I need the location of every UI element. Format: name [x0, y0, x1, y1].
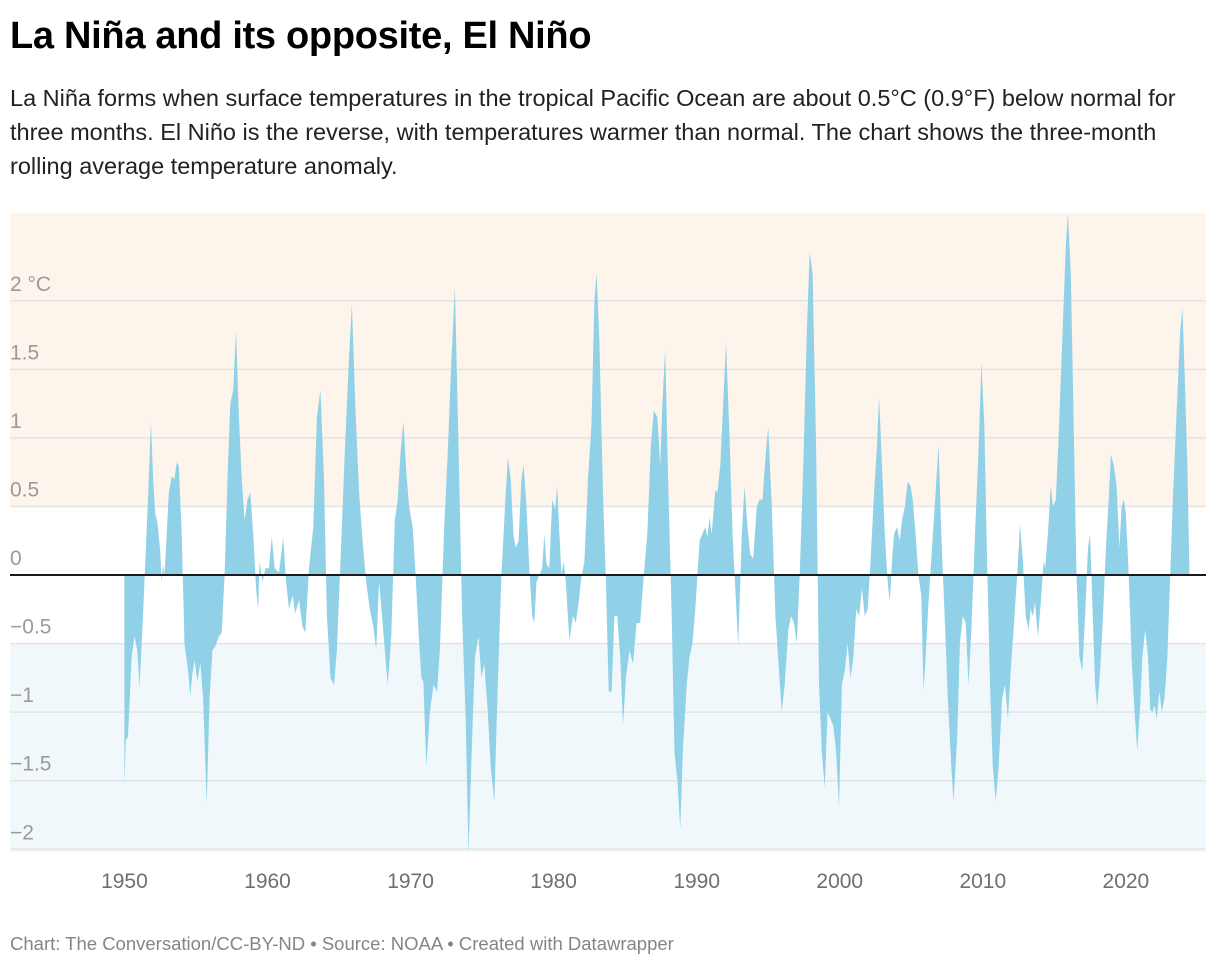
chart-subtitle: La Niña forms when surface temperatures …: [10, 85, 1176, 179]
chart-footer-credits: Chart: The Conversation/CC-BY-ND • Sourc…: [10, 933, 674, 954]
x-tick-label: 1980: [530, 870, 577, 893]
y-tick-label: −1: [10, 684, 34, 707]
x-tick-label: 1970: [387, 870, 434, 893]
gridlines: [10, 300, 1206, 851]
x-axis-ticks: 1950 1960 1970 1980 1990 2000 2010 2020: [101, 870, 1149, 893]
x-tick-label: 2020: [1103, 870, 1150, 893]
y-tick-label: −1.5: [10, 753, 51, 776]
chart: 2 °C 1.5 1 0.5 0 −0.5 −1 −1.5 −2 1950 1960 1970 198…: [10, 213, 1206, 893]
y-tick-label: −2: [10, 821, 34, 844]
x-tick-label: 1990: [673, 870, 720, 893]
y-tick-label: −0.5: [10, 616, 51, 639]
y-tick-label: 0: [10, 547, 22, 570]
y-axis-ticks: 2 °C 1.5 1 0.5 0 −0.5 −1 −1.5 −2: [10, 273, 51, 844]
x-tick-label: 2010: [959, 870, 1006, 893]
threshold-bands: [10, 213, 1206, 852]
y-tick-label: 1: [10, 410, 22, 433]
chart-title: La Niña and its opposite, El Niño: [10, 15, 592, 57]
x-tick-label: 2000: [816, 870, 863, 893]
anomaly-area: [124, 213, 1190, 854]
y-tick-label: 1.5: [10, 341, 39, 364]
y-tick-label: 0.5: [10, 478, 39, 501]
y-tick-label: 2 °C: [10, 273, 51, 296]
x-tick-label: 1960: [244, 870, 291, 893]
anomaly-area-series: [124, 213, 1190, 854]
el-nino-band: [10, 213, 1206, 507]
x-tick-label: 1950: [101, 870, 148, 893]
